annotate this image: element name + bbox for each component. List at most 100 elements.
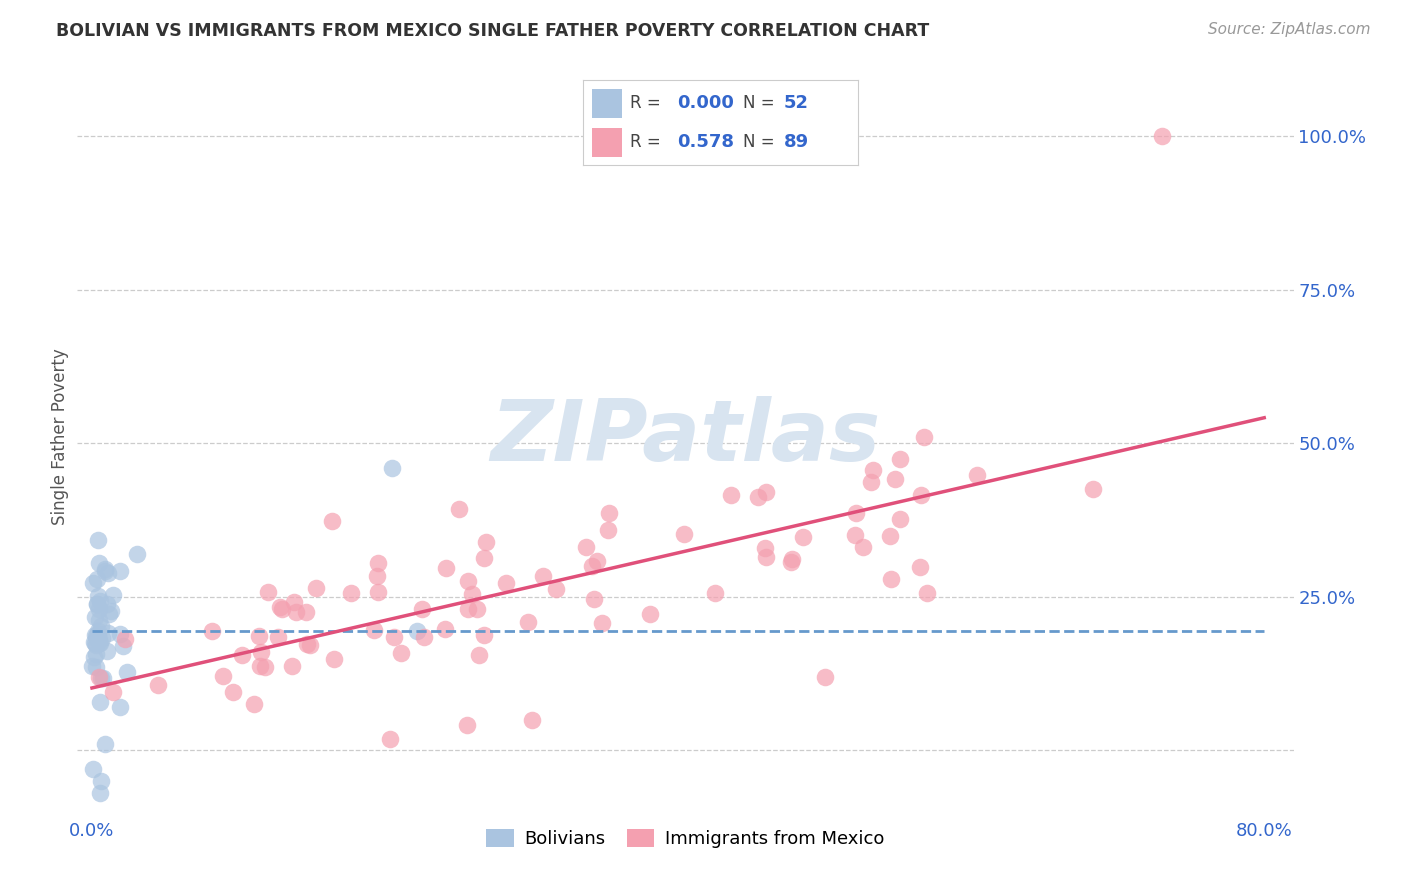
Point: [247, 629, 270, 643]
Point: [89, 601, 111, 615]
Point: [367, 585, 389, 599]
Point: [465, 602, 488, 616]
Text: R =: R =: [630, 95, 661, 112]
Text: 0.000: 0.000: [676, 95, 734, 112]
Point: [457, 574, 479, 588]
Point: [638, 607, 661, 622]
Point: [89, 786, 111, 800]
Point: [86, 598, 108, 612]
Point: [231, 648, 253, 662]
Point: [754, 541, 776, 556]
Point: [780, 555, 803, 569]
Point: [249, 659, 271, 673]
Point: [381, 460, 404, 475]
Point: [108, 699, 131, 714]
Point: [449, 502, 471, 516]
Point: [89, 594, 111, 608]
Point: [83, 650, 105, 665]
Point: [323, 652, 346, 666]
Point: [879, 529, 901, 543]
Point: [243, 697, 266, 711]
Point: [780, 551, 803, 566]
FancyBboxPatch shape: [592, 89, 621, 118]
Point: [87, 556, 110, 570]
Point: [845, 506, 868, 520]
Point: [87, 589, 110, 603]
Point: [84, 638, 107, 652]
Point: [581, 558, 603, 573]
Point: [321, 514, 343, 528]
Point: [114, 632, 136, 646]
Point: [87, 635, 110, 649]
Point: [520, 713, 543, 727]
Point: [912, 430, 935, 444]
Point: [93, 562, 115, 576]
Point: [852, 540, 875, 554]
Point: [96, 644, 118, 658]
Point: [84, 635, 107, 649]
Point: [363, 623, 385, 637]
Point: [267, 630, 290, 644]
Point: [98, 607, 121, 621]
Point: [89, 632, 111, 646]
Point: [457, 602, 479, 616]
Text: 52: 52: [783, 95, 808, 112]
Point: [295, 637, 318, 651]
Point: [814, 670, 837, 684]
Point: [531, 569, 554, 583]
Point: [517, 615, 540, 629]
Point: [91, 632, 114, 646]
Point: [1150, 129, 1173, 144]
Point: [90, 619, 112, 633]
Point: [862, 463, 884, 477]
Point: [222, 684, 245, 698]
Point: [283, 595, 305, 609]
Point: [546, 582, 568, 596]
Point: [472, 551, 495, 566]
Point: [86, 632, 108, 646]
Text: N =: N =: [742, 133, 775, 151]
Point: [468, 648, 491, 662]
Point: [908, 560, 931, 574]
Point: [108, 626, 131, 640]
Point: [83, 635, 105, 649]
Point: [89, 694, 111, 708]
Point: [82, 575, 104, 590]
Point: [754, 484, 776, 499]
Point: [89, 636, 111, 650]
Point: [87, 613, 110, 627]
Point: [884, 472, 907, 486]
Text: 0.578: 0.578: [676, 133, 734, 151]
Point: [298, 638, 321, 652]
Y-axis label: Single Father Poverty: Single Father Poverty: [51, 349, 69, 525]
Point: [389, 646, 412, 660]
Point: [434, 622, 457, 636]
Point: [94, 564, 117, 578]
Point: [305, 581, 328, 595]
Point: [382, 630, 405, 644]
Point: [583, 592, 606, 607]
Point: [747, 491, 769, 505]
Point: [860, 475, 883, 489]
Point: [269, 599, 291, 614]
Point: [367, 557, 389, 571]
Point: [256, 584, 278, 599]
Point: [125, 547, 148, 561]
Point: [254, 660, 277, 674]
Point: [249, 645, 271, 659]
Point: [82, 659, 104, 673]
Point: [89, 670, 111, 684]
Point: [83, 627, 105, 641]
Point: [94, 737, 117, 751]
Point: [84, 647, 107, 661]
Point: [90, 671, 112, 685]
Point: [598, 506, 620, 520]
Point: [295, 605, 318, 619]
Point: [598, 523, 620, 537]
Point: [889, 512, 911, 526]
Point: [475, 534, 498, 549]
Point: [84, 629, 107, 643]
Point: [103, 588, 125, 602]
Point: [406, 624, 429, 638]
Text: BOLIVIAN VS IMMIGRANTS FROM MEXICO SINGLE FATHER POVERTY CORRELATION CHART: BOLIVIAN VS IMMIGRANTS FROM MEXICO SINGL…: [56, 22, 929, 40]
